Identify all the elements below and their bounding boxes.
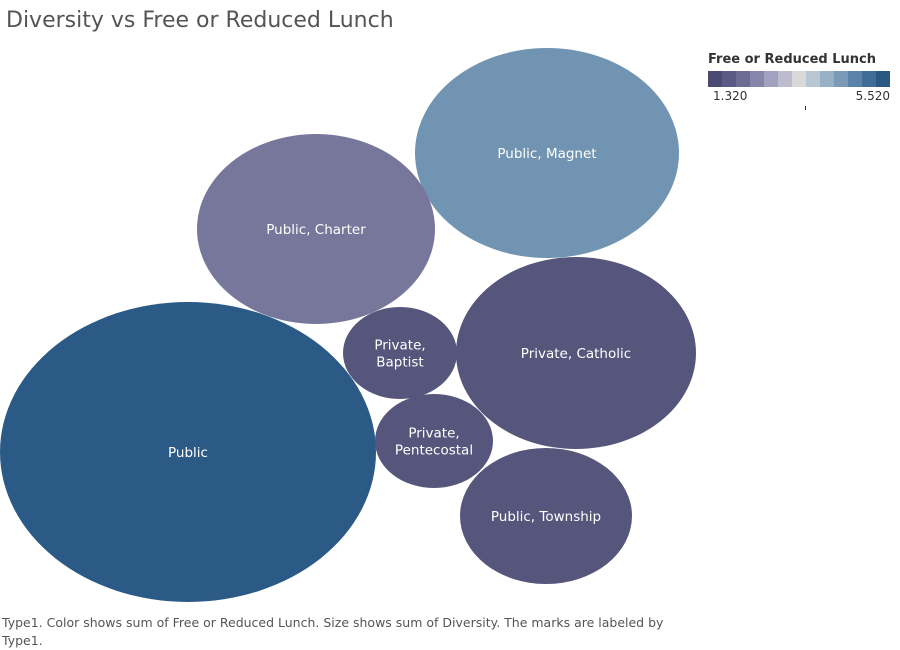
legend-swatch [820, 71, 834, 87]
bubble-mark[interactable] [456, 257, 696, 449]
legend-swatch [750, 71, 764, 87]
bubble-mark[interactable] [197, 134, 435, 324]
legend-swatch [848, 71, 862, 87]
legend-color-scale [708, 71, 890, 87]
legend-min-label: 1.320 [713, 89, 748, 103]
legend-tick [805, 106, 806, 110]
bubble-public[interactable]: Public [0, 302, 376, 602]
bubble-public-charter[interactable]: Public, Charter [197, 134, 435, 324]
bubble-label: Public, Township [491, 509, 601, 525]
legend-swatch [708, 71, 722, 87]
bubble-mark[interactable] [460, 448, 632, 584]
legend-swatch [792, 71, 806, 87]
legend-swatch [778, 71, 792, 87]
bubble-private-pentecostal[interactable]: Private, Pentecostal [375, 394, 493, 488]
legend-title: Free or Reduced Lunch [708, 52, 876, 67]
legend-swatch [862, 71, 876, 87]
legend-labels: 1.320 5.520 [708, 89, 890, 110]
bubble-public-magnet[interactable]: Public, Magnet [415, 48, 679, 258]
bubble-private-catholic[interactable]: Private, Catholic [456, 257, 696, 449]
chart-title: Diversity vs Free or Reduced Lunch [6, 8, 394, 33]
bubble-label: Public, Magnet [497, 146, 596, 162]
legend-swatch [764, 71, 778, 87]
bubble-label: Private, Catholic [521, 346, 631, 362]
bubble-mark[interactable] [343, 307, 457, 399]
bubble-mark[interactable] [415, 48, 679, 258]
bubble-label: Public [168, 445, 208, 461]
legend-swatch [876, 71, 890, 87]
legend-swatch [834, 71, 848, 87]
color-legend: Free or Reduced Lunch 1.320 5.520 [708, 52, 898, 110]
legend-swatch [736, 71, 750, 87]
bubble-private-baptist[interactable]: Private, Baptist [343, 307, 457, 399]
legend-swatch [722, 71, 736, 87]
bubble-label: Private, Pentecostal [395, 426, 473, 459]
chart-caption: Type1. Color shows sum of Free or Reduce… [2, 615, 664, 648]
bubble-label: Public, Charter [266, 222, 366, 238]
bubble-chart: Public Public, Magnet Public, Charter Priva… [0, 48, 696, 602]
legend-max-label: 5.520 [855, 89, 890, 103]
bubble-mark[interactable] [375, 394, 493, 488]
bubble-label: Private, Baptist [374, 338, 425, 371]
bubble-public-township[interactable]: Public, Township [460, 448, 632, 584]
legend-swatch [806, 71, 820, 87]
bubble-mark[interactable] [0, 302, 376, 602]
